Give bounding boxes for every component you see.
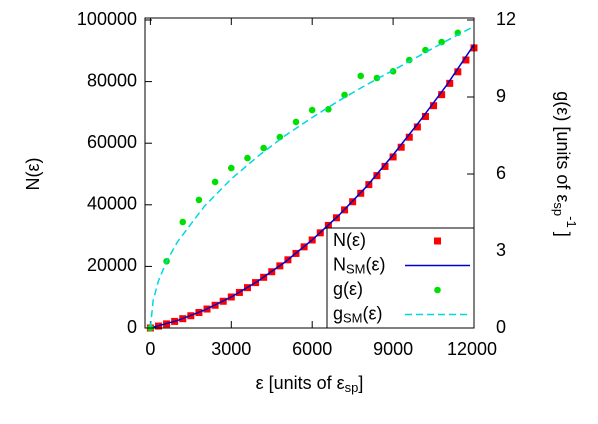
y2-label-text: g(ε) [units of ε [553, 91, 573, 202]
point [389, 68, 397, 75]
legend-name-rest: (ε) [346, 230, 366, 250]
point [179, 218, 187, 226]
legend-label: N(ε) [333, 230, 366, 250]
point [227, 164, 235, 172]
point [211, 178, 219, 186]
plot-frame [144, 17, 475, 329]
point [438, 91, 446, 99]
x-tick-label: 12000 [447, 339, 497, 359]
point [195, 196, 203, 204]
y2-tick-label: 0 [496, 317, 506, 337]
y-tick-label: 20000 [87, 255, 137, 275]
y2-label-sup: -1 [564, 216, 579, 228]
line [150, 44, 474, 328]
point [462, 56, 470, 64]
point [244, 154, 251, 162]
legend-name-rest: (ε) [363, 303, 383, 323]
point [341, 91, 348, 99]
y-tick-label: 100000 [77, 9, 137, 29]
y2-tick-label: 9 [496, 86, 506, 106]
x-tick-label: 0 [145, 339, 155, 359]
legend-marker [434, 237, 441, 245]
point [397, 143, 405, 151]
point [421, 112, 429, 120]
y2-axis-label: g(ε) [units of εsp-1] [551, 91, 579, 236]
legend-name: g [333, 303, 343, 323]
x-label-sub: sp [345, 380, 359, 395]
point [357, 72, 365, 80]
point [405, 133, 413, 141]
point [308, 106, 316, 114]
x-tick-label: 3000 [211, 339, 251, 359]
y-tick-label: 40000 [87, 194, 137, 214]
point [325, 106, 332, 113]
point [430, 102, 438, 110]
point [381, 162, 389, 170]
point [389, 153, 397, 161]
y-tick-label: 0 [127, 317, 137, 337]
point [373, 172, 381, 180]
legend-name: g [333, 279, 343, 299]
legend-name-rest: (ε) [366, 254, 386, 274]
point [446, 79, 454, 87]
legend-label: gSM(ε) [333, 303, 383, 326]
legend-label: g(ε) [333, 279, 363, 299]
point [292, 118, 300, 126]
y2-label-end: ] [553, 232, 573, 237]
y2-tick-label: 3 [496, 240, 506, 260]
y2-tick-label: 12 [496, 9, 516, 29]
y-axis-label: N(ε) [23, 157, 43, 190]
y2-label-sub: sp [551, 202, 566, 216]
y2-tick-label: 6 [496, 163, 506, 183]
legend-name-rest: (ε) [343, 279, 363, 299]
point [260, 144, 267, 152]
point [422, 46, 429, 54]
point [276, 133, 284, 141]
y-tick-label: 80000 [87, 70, 137, 90]
x-tick-label: 6000 [292, 339, 332, 359]
x-label-end: ] [358, 373, 363, 393]
x-label-text: ε [units of ε [256, 373, 345, 393]
legend-name: N [333, 230, 346, 250]
legend-label: NSM(ε) [333, 254, 386, 277]
legend-marker [434, 286, 441, 294]
legend-sub: SM [346, 262, 366, 277]
point [454, 68, 462, 76]
x-tick-label: 9000 [373, 339, 413, 359]
legend-box [326, 227, 475, 329]
point [373, 74, 381, 82]
y-tick-label: 60000 [87, 132, 137, 152]
legend-name: N [333, 254, 346, 274]
legend-sub: SM [343, 311, 363, 326]
point [413, 123, 421, 131]
x-axis-label: ε [units of εsp] [256, 373, 364, 396]
dashed-line [149, 25, 474, 328]
